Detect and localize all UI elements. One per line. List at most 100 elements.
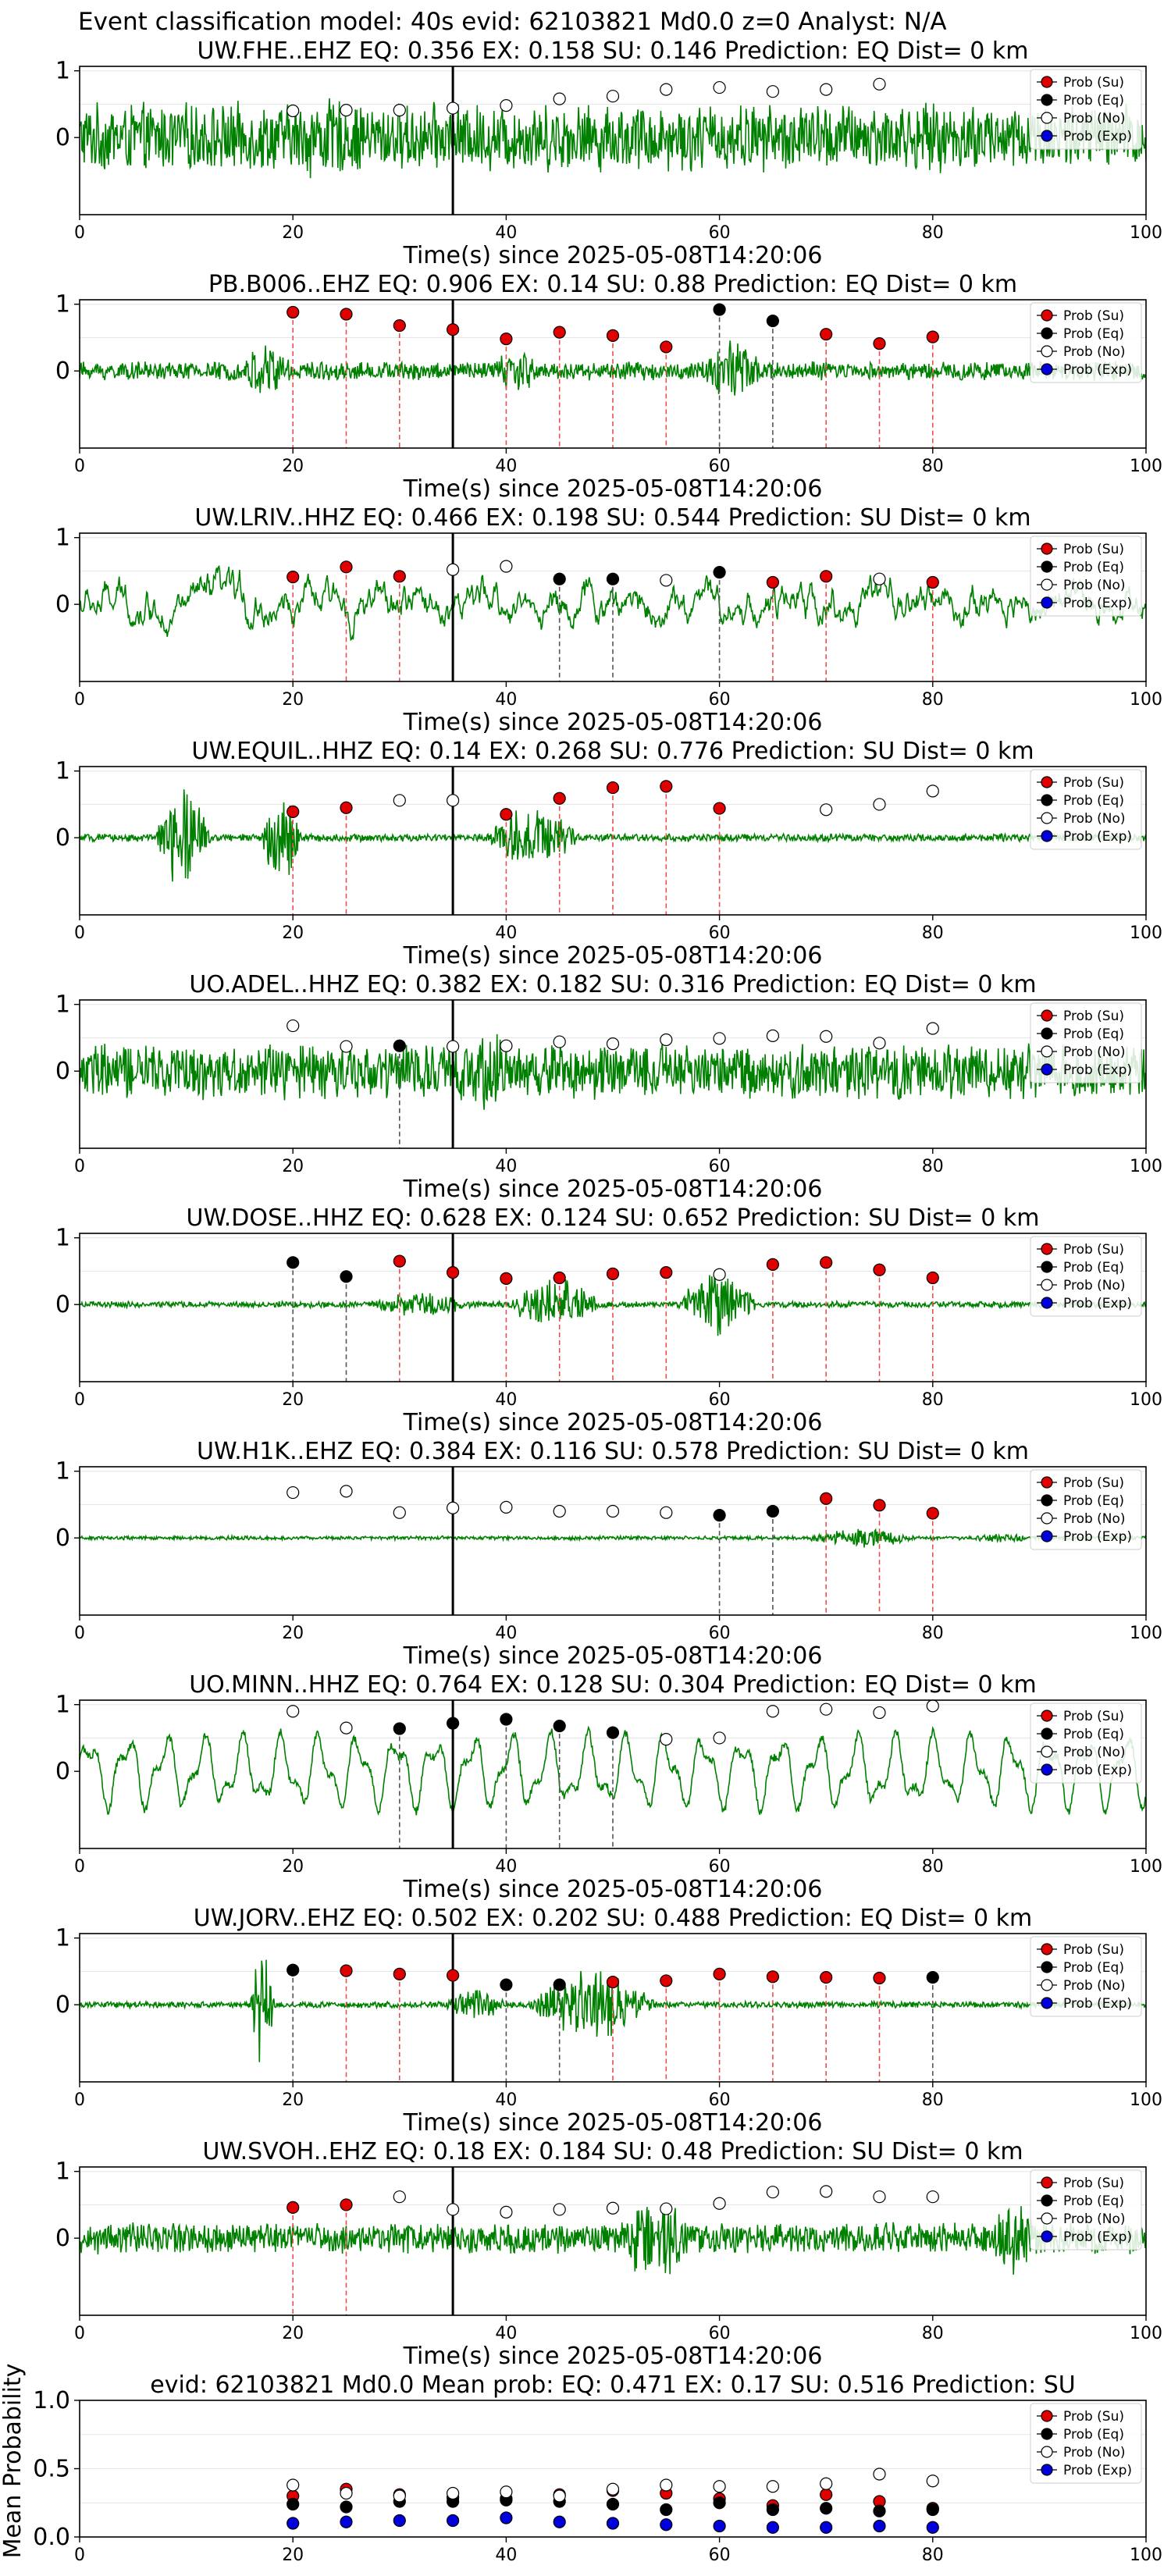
x-tick-label: 0 (74, 2546, 85, 2565)
prob-marker-no (287, 1705, 300, 1718)
x-axis-label: Time(s) since 2025-05-08T14:20:06 (403, 242, 823, 269)
x-tick-label: 100 (1130, 690, 1162, 710)
y-tick-label: 0 (55, 824, 70, 852)
x-tick-label: 40 (495, 1390, 517, 1410)
prob-marker-su (820, 1971, 833, 1984)
x-tick-label: 20 (282, 1857, 304, 1877)
mean-prob-marker-no (287, 2478, 300, 2492)
prob-marker-su (553, 326, 566, 339)
prob-marker-no (820, 2185, 833, 2198)
mean-prob-marker-exp (873, 2519, 886, 2533)
waveform-panel: UW.EQUIL..HHZ EQ: 0.14 EX: 0.268 SU: 0.7… (55, 738, 1162, 970)
x-tick-label: 60 (709, 457, 731, 476)
mean-prob-marker-eq (713, 2496, 726, 2510)
prob-marker-su (287, 805, 300, 818)
legend-label: Prob (Exp) (1063, 1996, 1132, 2012)
legend-label: Prob (No) (1063, 1978, 1126, 1994)
prob-marker-no (553, 1035, 566, 1048)
x-tick-label: 0 (74, 923, 85, 943)
x-tick-label: 40 (495, 1157, 517, 1176)
legend-marker (1041, 1297, 1053, 1309)
y-tick-label: 1 (55, 991, 70, 1019)
legend-marker (1041, 309, 1053, 322)
prob-marker-su (393, 318, 406, 333)
x-axis-label: Time(s) since 2025-05-08T14:20:06 (403, 2343, 823, 2370)
x-tick-label: 0 (74, 690, 85, 710)
x-tick-label: 60 (709, 1157, 731, 1176)
legend-marker (1041, 1045, 1053, 1058)
prob-marker-eq (340, 1270, 353, 1283)
prob-marker-eq (606, 572, 620, 585)
waveform-panel: UO.ADEL..HHZ EQ: 0.382 EX: 0.182 SU: 0.3… (55, 971, 1162, 1203)
mean-prob-marker-no (766, 2480, 780, 2493)
prob-marker-eq (553, 1978, 566, 1991)
legend-label: Prob (Su) (1063, 2176, 1124, 2191)
mean-prob-marker-eq (926, 2503, 939, 2517)
legend-entry: Prob (Exp) (1037, 2229, 1132, 2245)
mean-prob-marker-no (606, 2482, 620, 2496)
legend-marker (1041, 578, 1053, 591)
legend-marker (1041, 94, 1053, 106)
panel-title: UW.H1K..EHZ EQ: 0.384 EX: 0.116 SU: 0.57… (197, 1438, 1029, 1465)
legend-marker (1041, 596, 1053, 609)
prob-marker-no (553, 2203, 566, 2216)
waveform-trace (80, 1270, 1146, 1336)
prob-marker-su (287, 305, 300, 319)
legend-entry: Prob (Su) (1037, 1242, 1124, 1258)
prob-marker-su (287, 571, 300, 584)
legend-entry: Prob (Su) (1037, 1942, 1124, 1958)
waveform-panel: PB.B006..EHZ EQ: 0.906 EX: 0.14 SU: 0.88… (55, 271, 1162, 503)
legend-marker (1041, 1063, 1053, 1076)
x-tick-label: 100 (1130, 1390, 1162, 1410)
legend-entry: Prob (Eq) (1037, 1026, 1124, 1042)
prob-marker-no (873, 798, 886, 811)
x-tick-label: 20 (282, 1157, 304, 1176)
x-tick-label: 80 (922, 2546, 944, 2565)
mean-prob-marker-exp (713, 2519, 726, 2533)
legend-label: Prob (Exp) (1063, 1763, 1132, 1778)
legend-label: Prob (Eq) (1063, 1026, 1124, 1042)
prob-marker-su (606, 329, 620, 342)
legend-marker (1041, 543, 1053, 555)
x-tick-label: 100 (1130, 2546, 1162, 2565)
legend-entry: Prob (Eq) (1037, 2194, 1124, 2209)
mean-prob-marker-exp (606, 2517, 620, 2530)
y-tick-label: 0 (55, 1291, 70, 1318)
x-tick-label: 20 (282, 690, 304, 710)
legend-marker (1041, 1279, 1053, 1291)
prob-marker-su (606, 1976, 620, 1989)
mean-prob-marker-exp (660, 2518, 673, 2532)
prob-marker-no (926, 1022, 939, 1035)
prob-marker-su (340, 560, 353, 574)
mean-prob-marker-no (873, 2467, 886, 2481)
legend-label: Prob (Eq) (1063, 2427, 1124, 2443)
x-tick-label: 20 (282, 2090, 304, 2110)
legend-entry: Prob (Eq) (1037, 793, 1124, 809)
prob-marker-no (287, 1485, 300, 1500)
prob-marker-su (606, 1267, 620, 1280)
y-tick-label: 1 (55, 1692, 70, 1719)
prob-marker-no (766, 85, 780, 98)
legend-entry: Prob (Eq) (1037, 1727, 1124, 1742)
legend-label: Prob (Exp) (1063, 829, 1132, 845)
prob-marker-no (500, 560, 513, 573)
x-tick-label: 40 (495, 2324, 517, 2343)
prob-marker-no (340, 1721, 353, 1735)
legend-entry: Prob (Eq) (1037, 1260, 1124, 1276)
x-tick-label: 60 (709, 1857, 731, 1877)
prob-marker-no (393, 1506, 406, 1519)
legend-label: Prob (Su) (1063, 775, 1124, 791)
legend-marker (1041, 1261, 1053, 1273)
prob-marker-su (393, 570, 406, 583)
panel-title: UW.LRIV..HHZ EQ: 0.466 EX: 0.198 SU: 0.5… (194, 504, 1030, 532)
prob-marker-no (553, 1504, 566, 1518)
x-tick-label: 20 (282, 457, 304, 476)
waveform-panel: UW.H1K..EHZ EQ: 0.384 EX: 0.116 SU: 0.57… (55, 1438, 1162, 1670)
mean-prob-marker-exp (500, 2511, 513, 2524)
prob-marker-no (820, 83, 833, 96)
x-tick-label: 100 (1130, 2324, 1162, 2343)
legend-entry: Prob (Su) (1037, 1009, 1124, 1024)
prob-marker-su (820, 328, 833, 341)
prob-marker-eq (287, 1963, 300, 1976)
panel-title: UW.EQUIL..HHZ EQ: 0.14 EX: 0.268 SU: 0.7… (191, 738, 1034, 765)
